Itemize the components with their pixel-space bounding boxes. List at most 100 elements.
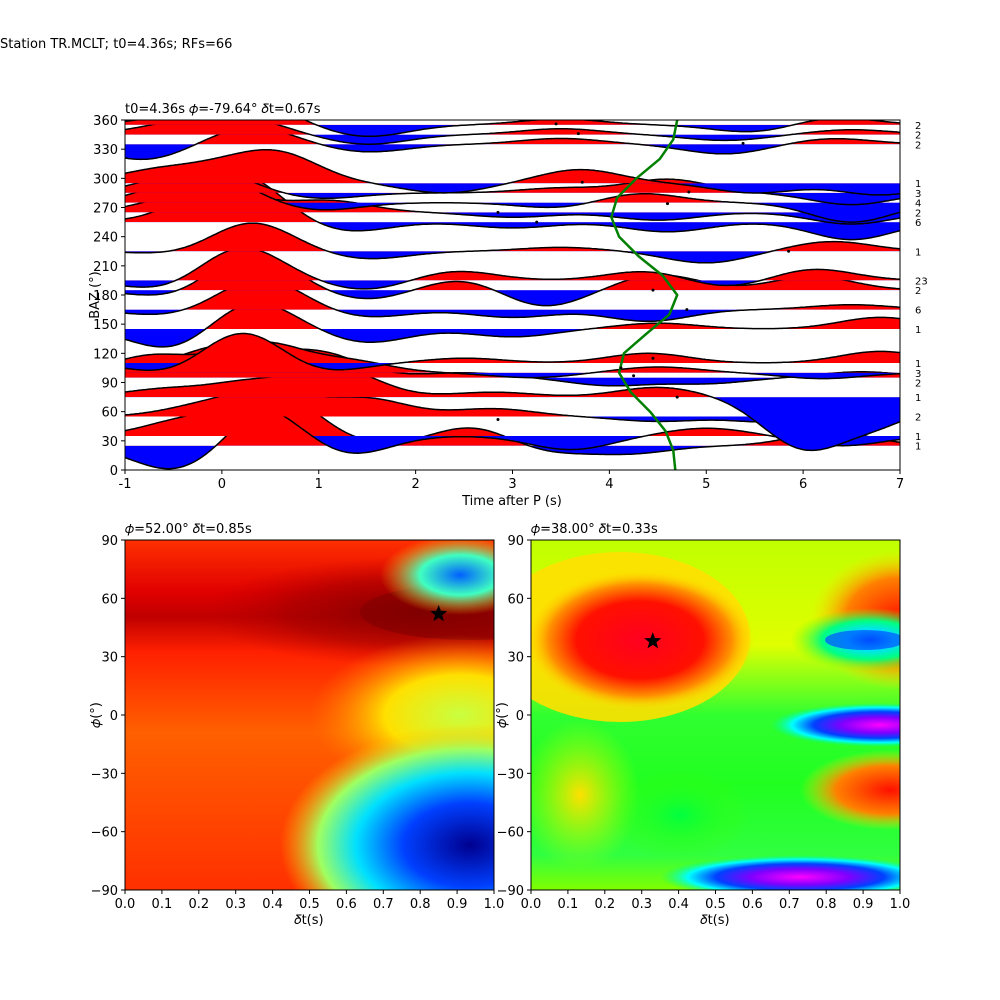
x-tick-label: 1.0 (890, 897, 911, 912)
x-tick-label: 7 (896, 477, 904, 492)
left-y-axis-label: 𝜙(°) (89, 702, 104, 728)
trace-count: 2 (915, 140, 921, 151)
x-tick-label: 0.9 (447, 897, 468, 912)
y-tick-label: 270 (93, 202, 118, 217)
y-tick-label: −90 (497, 884, 524, 899)
y-tick-label: 90 (507, 534, 524, 549)
trace-count: 2 (915, 121, 921, 132)
pick-dot (685, 308, 689, 312)
trace-count: 2 (915, 378, 921, 389)
rf-trace-line (125, 222, 900, 264)
rf-negative-fill (125, 372, 900, 379)
rf-negative-fill (125, 416, 900, 422)
y-tick-label: 60 (507, 592, 524, 607)
x-tick-label: 0 (218, 477, 226, 492)
rf-negative-fill (125, 202, 900, 223)
rf-negative-fill (125, 251, 900, 263)
y-tick-label: 90 (101, 534, 118, 549)
y-tick-label: 330 (93, 143, 118, 158)
trace-count: 2 (915, 286, 921, 297)
rf-trace-line (125, 367, 900, 452)
pick-dot (554, 122, 558, 126)
rf-positive-fill (125, 388, 900, 417)
y-tick-label: 300 (93, 172, 118, 187)
right-y-axis-label: 𝜙(°) (495, 702, 510, 728)
right-heatmap-title: 𝜙=38.00° 𝛿t=0.33s (531, 522, 658, 537)
x-tick-label: 0.4 (668, 897, 689, 912)
y-tick-label: −30 (91, 767, 118, 782)
rf-trace (125, 148, 900, 196)
rf-traces-panel: t0=4.36s 𝜙=-79.64° 𝛿t=0.67s -1 0 1 2 3 4 5 6 7 0… (88, 102, 928, 509)
rf-positive-fill (125, 149, 900, 184)
pick-dot (619, 366, 623, 370)
rf-trace (125, 120, 900, 138)
rf-positive-fill (205, 303, 900, 330)
trace-count: 2 (915, 413, 921, 424)
rf-negative-fill (125, 280, 900, 289)
y-tick-label: 150 (93, 318, 118, 333)
y-tick-label: 360 (93, 114, 118, 129)
left-best-star-icon (430, 604, 448, 622)
right-x-axis: 0.0 0.1 0.2 0.3 0.4 0.5 0.6 0.7 0.8 0.9 1.0 (521, 890, 911, 912)
x-tick-label: 0.8 (816, 897, 837, 912)
x-tick-label: 0.2 (594, 897, 615, 912)
x-tick-label: 0.6 (742, 897, 763, 912)
best-fit-star (430, 604, 448, 622)
x-tick-label: 5 (702, 477, 710, 492)
top-x-axis: -1 0 1 2 3 4 5 6 7 (119, 470, 904, 492)
pick-dot (632, 374, 636, 378)
heatmap-right-panel: 𝜙=38.00° 𝛿t=0.33s 0.0 0.1 0.2 0.3 0.4 0.5 0.6 0… (495, 522, 911, 928)
left-x-axis: 0.0 0.1 0.2 0.3 0.4 0.5 0.6 0.7 0.8 0.9 1.0 (115, 890, 504, 912)
rf-positive-fill (125, 173, 900, 223)
y-tick-label: 30 (101, 651, 118, 666)
right-heatmap-image (531, 540, 900, 890)
x-tick-label: 0.0 (521, 897, 542, 912)
x-tick-label: 0.3 (225, 897, 246, 912)
x-tick-label: 0.2 (188, 897, 209, 912)
x-tick-label: 0.6 (336, 897, 357, 912)
pick-dot (535, 220, 539, 224)
x-tick-label: 0.3 (631, 897, 652, 912)
x-tick-label: 0.1 (558, 897, 579, 912)
rf-trace-line (125, 120, 900, 138)
rf-positive-fill (125, 397, 900, 446)
best-fit-star (644, 632, 662, 649)
trace-count: 1 (915, 432, 921, 443)
left-heatmap-title: 𝜙=52.00° 𝛿t=0.85s (125, 522, 252, 537)
rf-negative-fill (125, 309, 757, 322)
top-panel-title: t0=4.36s 𝜙=-79.64° 𝛿t=0.67s (125, 102, 321, 117)
x-tick-label: 2 (411, 477, 419, 492)
trace-count: 1 (915, 325, 921, 336)
y-tick-label: 60 (101, 406, 118, 421)
right-y-axis: −90 −60 −30 0 30 60 90 (497, 534, 531, 899)
x-tick-label: 6 (799, 477, 807, 492)
x-tick-label: 0.8 (410, 897, 431, 912)
rf-pick-dots (496, 122, 791, 421)
y-tick-label: 90 (101, 377, 118, 392)
y-tick-label: −30 (497, 767, 524, 782)
pick-dot (580, 180, 584, 184)
y-tick-label: −60 (497, 826, 524, 841)
left-heatmap-image (125, 540, 494, 890)
pick-dot (787, 249, 791, 253)
trace-count: 3 (915, 369, 921, 380)
pick-dot (496, 210, 500, 214)
rf-positive-fill (125, 405, 900, 436)
x-tick-label: 1 (315, 477, 323, 492)
rf-trace-line (125, 148, 900, 196)
x-tick-label: 0.0 (115, 897, 136, 912)
x-tick-label: 0.5 (705, 897, 726, 912)
left-x-axis-label: 𝛿t(s) (294, 913, 323, 928)
trace-count: 2 (915, 131, 921, 142)
x-tick-label: 0.5 (299, 897, 320, 912)
x-tick-label: 0.9 (853, 897, 874, 912)
rf-traces-plot-area (125, 120, 900, 470)
left-y-axis: −90 −60 −30 0 30 60 90 (91, 534, 125, 899)
trace-count: 6 (915, 218, 921, 229)
rf-positive-fill (125, 223, 900, 252)
y-tick-label: 60 (101, 592, 118, 607)
right-best-star-icon (644, 632, 662, 649)
pick-dot (496, 417, 500, 421)
